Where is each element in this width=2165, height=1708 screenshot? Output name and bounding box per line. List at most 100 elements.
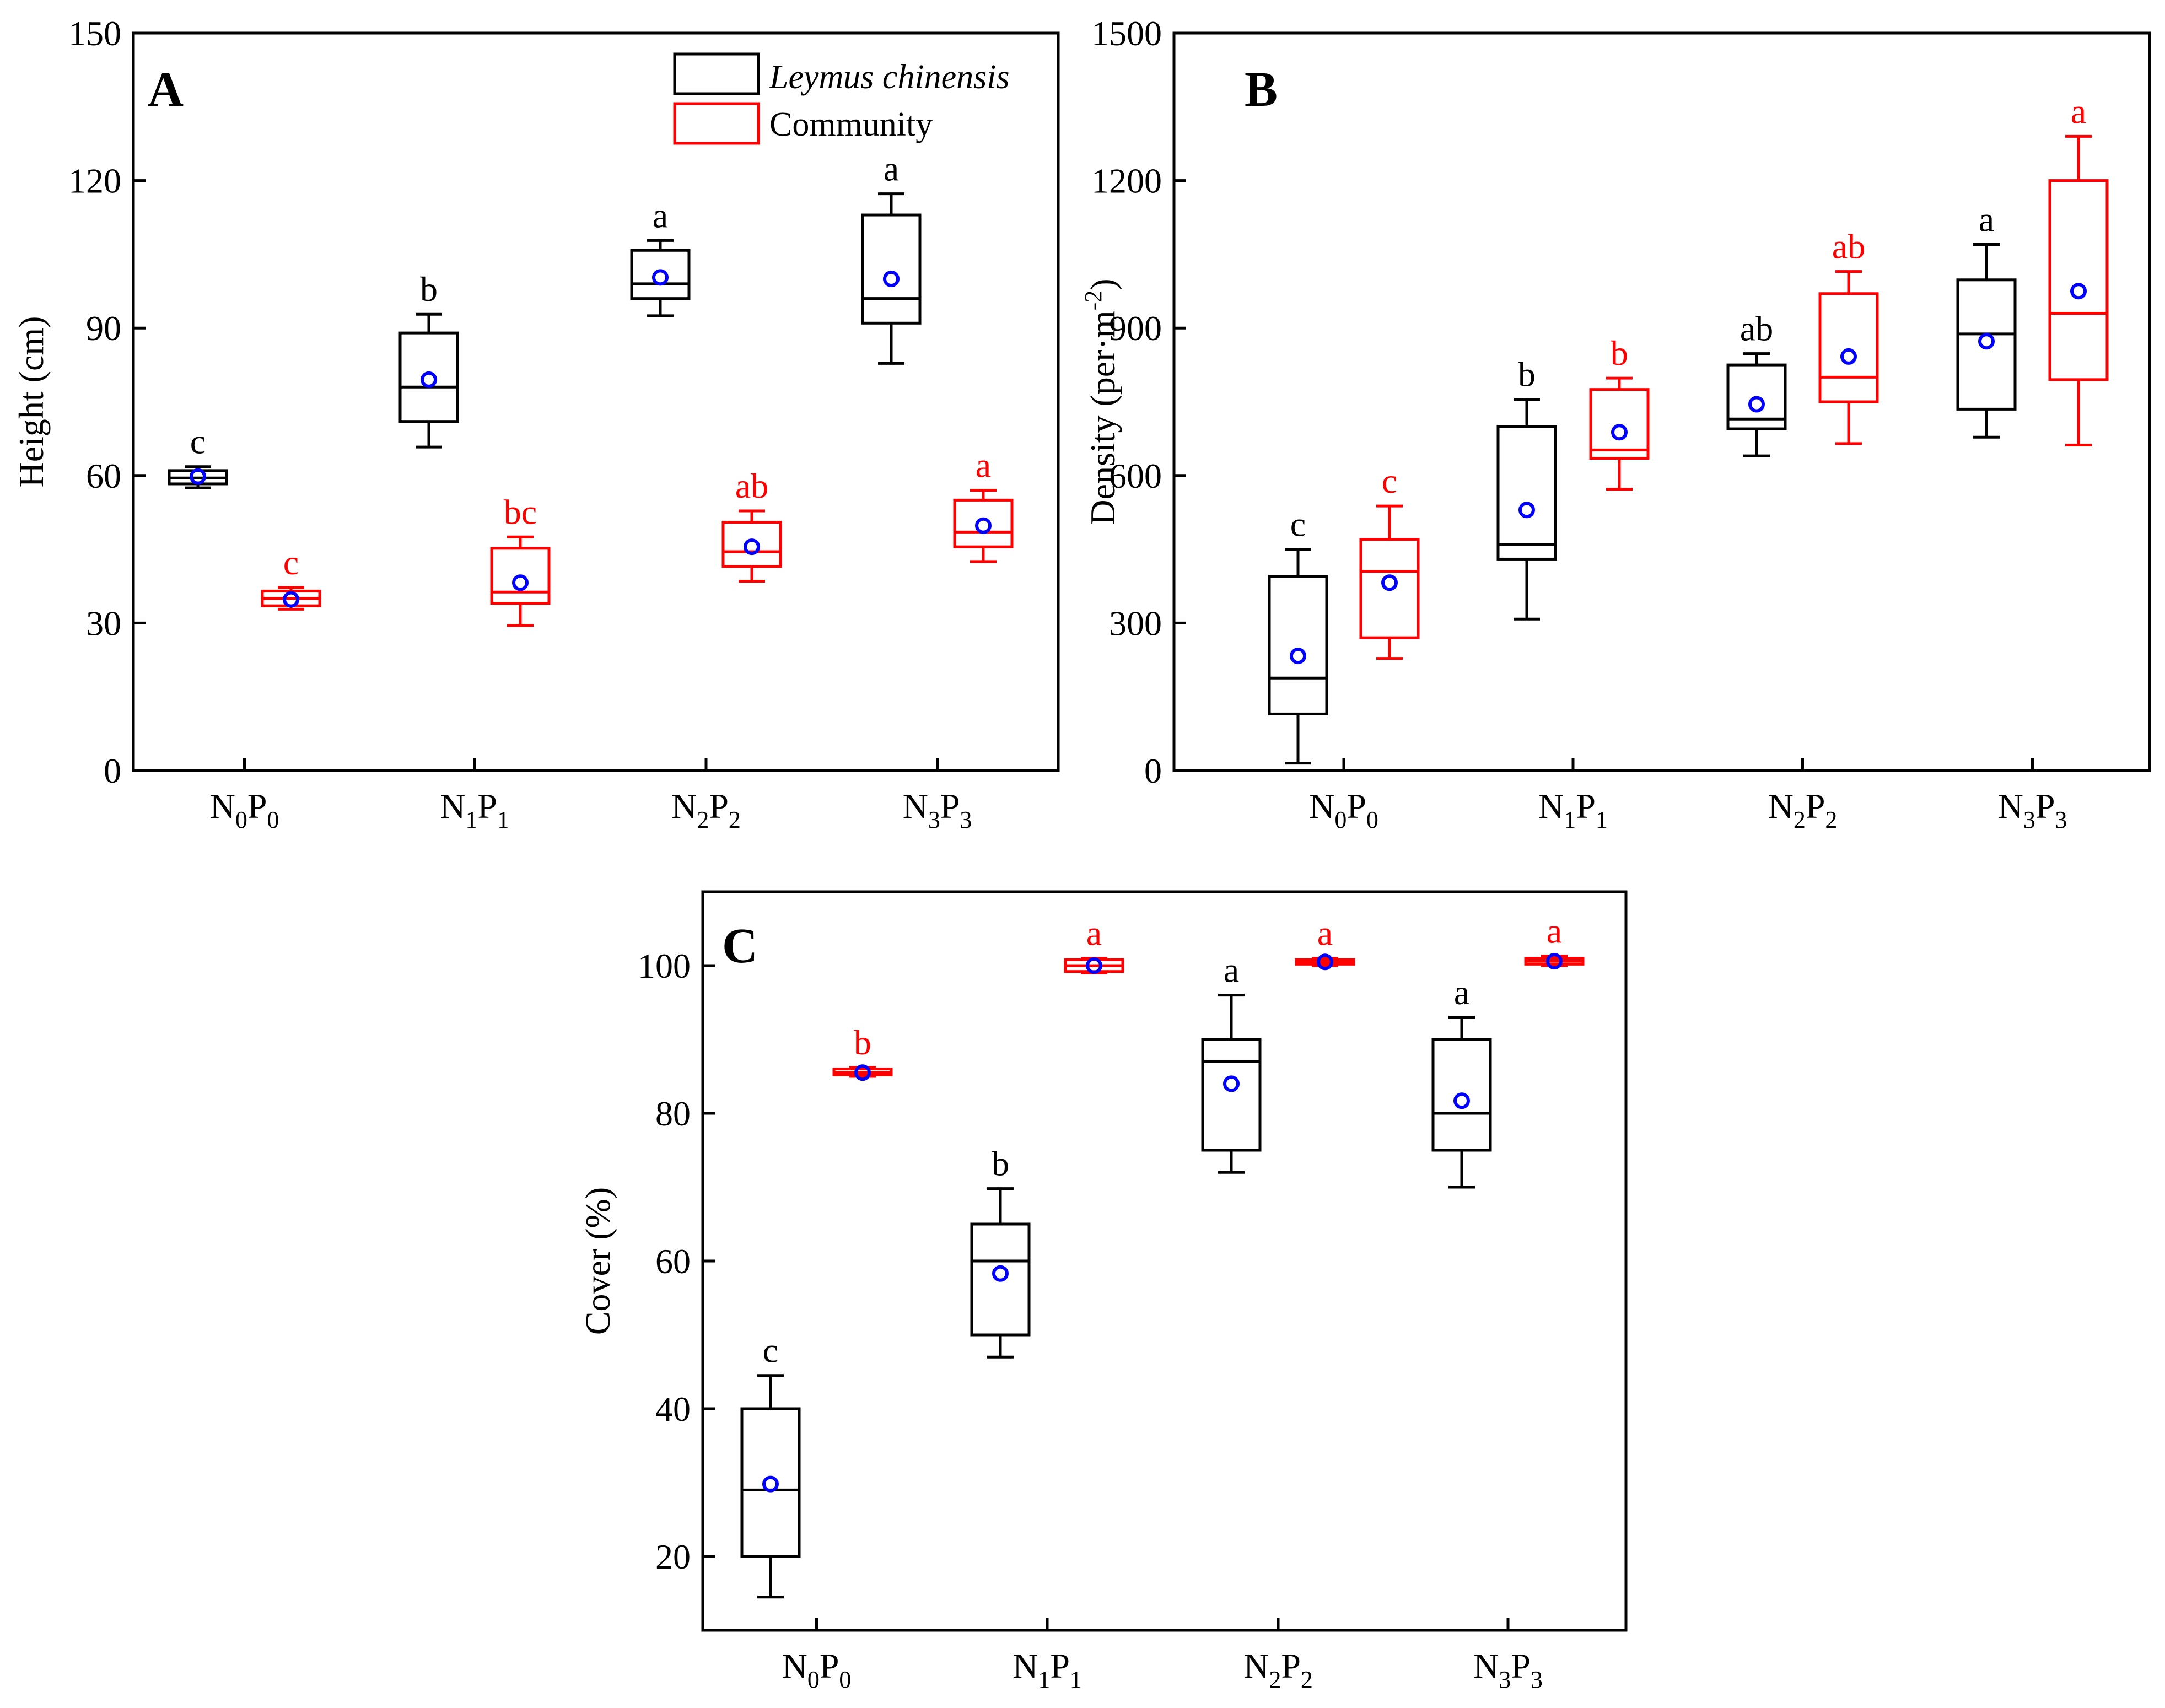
panel-a-category-label: N0P0	[210, 786, 279, 833]
panel-a-ytick-label: 90	[86, 309, 121, 348]
panel-c-category-label: N3P3	[1473, 1646, 1543, 1693]
panel-a-letter: A	[148, 62, 184, 117]
panel-c-leymus-mean-marker	[992, 1265, 1009, 1282]
panel-b-category-label-part: N	[1998, 786, 2023, 826]
panel-a-leymus-mean-marker	[190, 468, 206, 485]
panel-a: A Height (cm) Leymus chinensis Community…	[12, 14, 1060, 833]
panel-a-leymus-significance-label: a	[884, 149, 899, 188]
panel-a-community-mean-marker	[975, 517, 992, 534]
panel-c-ytick-label: 60	[655, 1242, 691, 1281]
panel-c-leymus-mean-marker	[1453, 1092, 1470, 1109]
panel-b-category-label-part: 2	[1825, 806, 1837, 833]
panel-a-leymus-box	[861, 213, 922, 325]
panel-a-category-label-part: 2	[729, 806, 741, 833]
panel-a-ytick-label: 60	[86, 456, 121, 495]
panel-b-letter: B	[1245, 62, 1278, 117]
panel-a-category-label: N3P3	[903, 786, 972, 833]
panel-c-category-label-part: 3	[1531, 1666, 1543, 1693]
legend-swatch-community	[673, 102, 760, 145]
panel-b-ytick-label: 900	[1109, 309, 1162, 348]
panel-c-category-label-part: 1	[1070, 1666, 1082, 1693]
panel-b-leymus-box	[1496, 425, 1557, 561]
panel-a-category-label-part: N	[210, 786, 235, 826]
panel-b-leymus-mean-marker	[1748, 396, 1765, 413]
panel-c-community-mean-marker	[1317, 953, 1333, 971]
panel-b-category-label-part: N	[1538, 786, 1564, 826]
panel-a-community-box	[953, 498, 1014, 548]
panel-b-ylabel-end: )	[1083, 278, 1122, 290]
panel-b-ytick-label: 1200	[1091, 161, 1162, 201]
panel-c-community-mean-marker	[1086, 957, 1102, 974]
panel-a-category-label-part: N	[671, 786, 697, 826]
panel-b-community-mean-marker	[1611, 424, 1628, 441]
panel-c-leymus-significance-label: c	[763, 1331, 778, 1370]
panel-c-community-mean-marker	[854, 1064, 871, 1081]
panel-b-category-label-part: P	[1576, 786, 1596, 826]
panel-b-community-significance-label: b	[1611, 333, 1628, 373]
panel-a-leymus-box	[398, 331, 459, 423]
panel-a-community-significance-label: ab	[735, 466, 768, 505]
panel-c-category-label-part: 2	[1269, 1666, 1281, 1693]
panel-c-ytick-label: 100	[638, 946, 691, 985]
panel-b-community-significance-label: ab	[1832, 227, 1865, 266]
panel-a-frame	[132, 31, 1060, 772]
panel-b-category-label-part: P	[2035, 786, 2055, 826]
legend-label-leymus: Leymus chinensis	[769, 58, 1010, 96]
panel-c-category-label-part: N	[1243, 1646, 1269, 1685]
panel-c-ytick-label: 80	[655, 1094, 691, 1133]
panel-a-community-significance-label: c	[283, 543, 299, 582]
panel-b-community-significance-label: c	[1382, 461, 1397, 500]
panel-a-ytick-label: 0	[104, 751, 121, 790]
panel-c-ylabel: Cover (%)	[578, 1187, 617, 1335]
panel-b-category-label-part: 3	[2023, 806, 2035, 833]
panel-a-community-mean-marker	[283, 591, 299, 608]
panel-b-ytick-label: 600	[1109, 456, 1162, 495]
panel-b-category-label: N0P0	[1309, 786, 1378, 833]
panel-b-ylabel-main: Density (per·m	[1083, 310, 1122, 525]
panel-c-leymus-significance-label: a	[1454, 973, 1469, 1012]
panel-b-leymus-box	[1956, 278, 2017, 411]
panel-a-category-label-part: P	[477, 786, 497, 826]
panel-a-ytick-label: 120	[68, 161, 121, 201]
panel-b-community-mean-marker	[1840, 348, 1857, 365]
panel-a-category-label-part: P	[940, 786, 960, 826]
panel-a-leymus-significance-label: b	[420, 270, 438, 309]
panel-c-category-label-part: 0	[807, 1666, 820, 1693]
panel-c-category-label-part: 2	[1301, 1666, 1313, 1693]
panel-a-community-box	[721, 521, 782, 568]
panel-a-category-label-part: 2	[697, 806, 709, 833]
panel-b-category-label: N1P1	[1538, 786, 1608, 833]
panel-a-category-label-part: 1	[497, 806, 509, 833]
panel-b-community-mean-marker	[2070, 283, 2087, 300]
legend: Leymus chinensis Community	[673, 52, 1010, 145]
panel-c-category-label-part: 1	[1038, 1666, 1050, 1693]
panel-b-ylabel-sup: -2	[1080, 290, 1107, 311]
panel-a-leymus-box	[630, 249, 691, 300]
panel-c-ytick-label: 20	[655, 1537, 691, 1576]
panel-b-category-label: N3P3	[1998, 786, 2067, 833]
panel-a-community-significance-label: a	[976, 446, 991, 485]
panel-b-leymus-mean-marker	[1518, 502, 1535, 519]
panel-b-ytick-label: 1500	[1091, 14, 1162, 53]
panel-c-community-significance-label: b	[854, 1023, 871, 1062]
panel-a-community-mean-marker	[744, 538, 760, 556]
panel-b-community-box	[1589, 388, 1650, 460]
panel-b-ytick-label: 300	[1109, 604, 1162, 643]
panel-b-category-label-part: 0	[1366, 806, 1378, 833]
panel-c-leymus-mean-marker	[1223, 1075, 1240, 1092]
panel-a-category-label-part: N	[903, 786, 928, 826]
panel-b-community-box	[2048, 179, 2109, 381]
panel-a-leymus-mean-marker	[883, 271, 900, 287]
panel-c-category-label-part: N	[1473, 1646, 1499, 1685]
panel-a-category-label-part: 3	[928, 806, 940, 833]
panel-b-category-label-part: N	[1309, 786, 1334, 826]
panel-b-community-box	[1818, 292, 1879, 403]
panel-c-category-label: N1P1	[1013, 1646, 1082, 1693]
panel-a-ylabel: Height (cm)	[12, 316, 51, 488]
panel-b-category-label-part: N	[1768, 786, 1794, 826]
panel-c-category-label-part: P	[1050, 1646, 1070, 1685]
panel-c-category-label: N0P0	[782, 1646, 852, 1693]
